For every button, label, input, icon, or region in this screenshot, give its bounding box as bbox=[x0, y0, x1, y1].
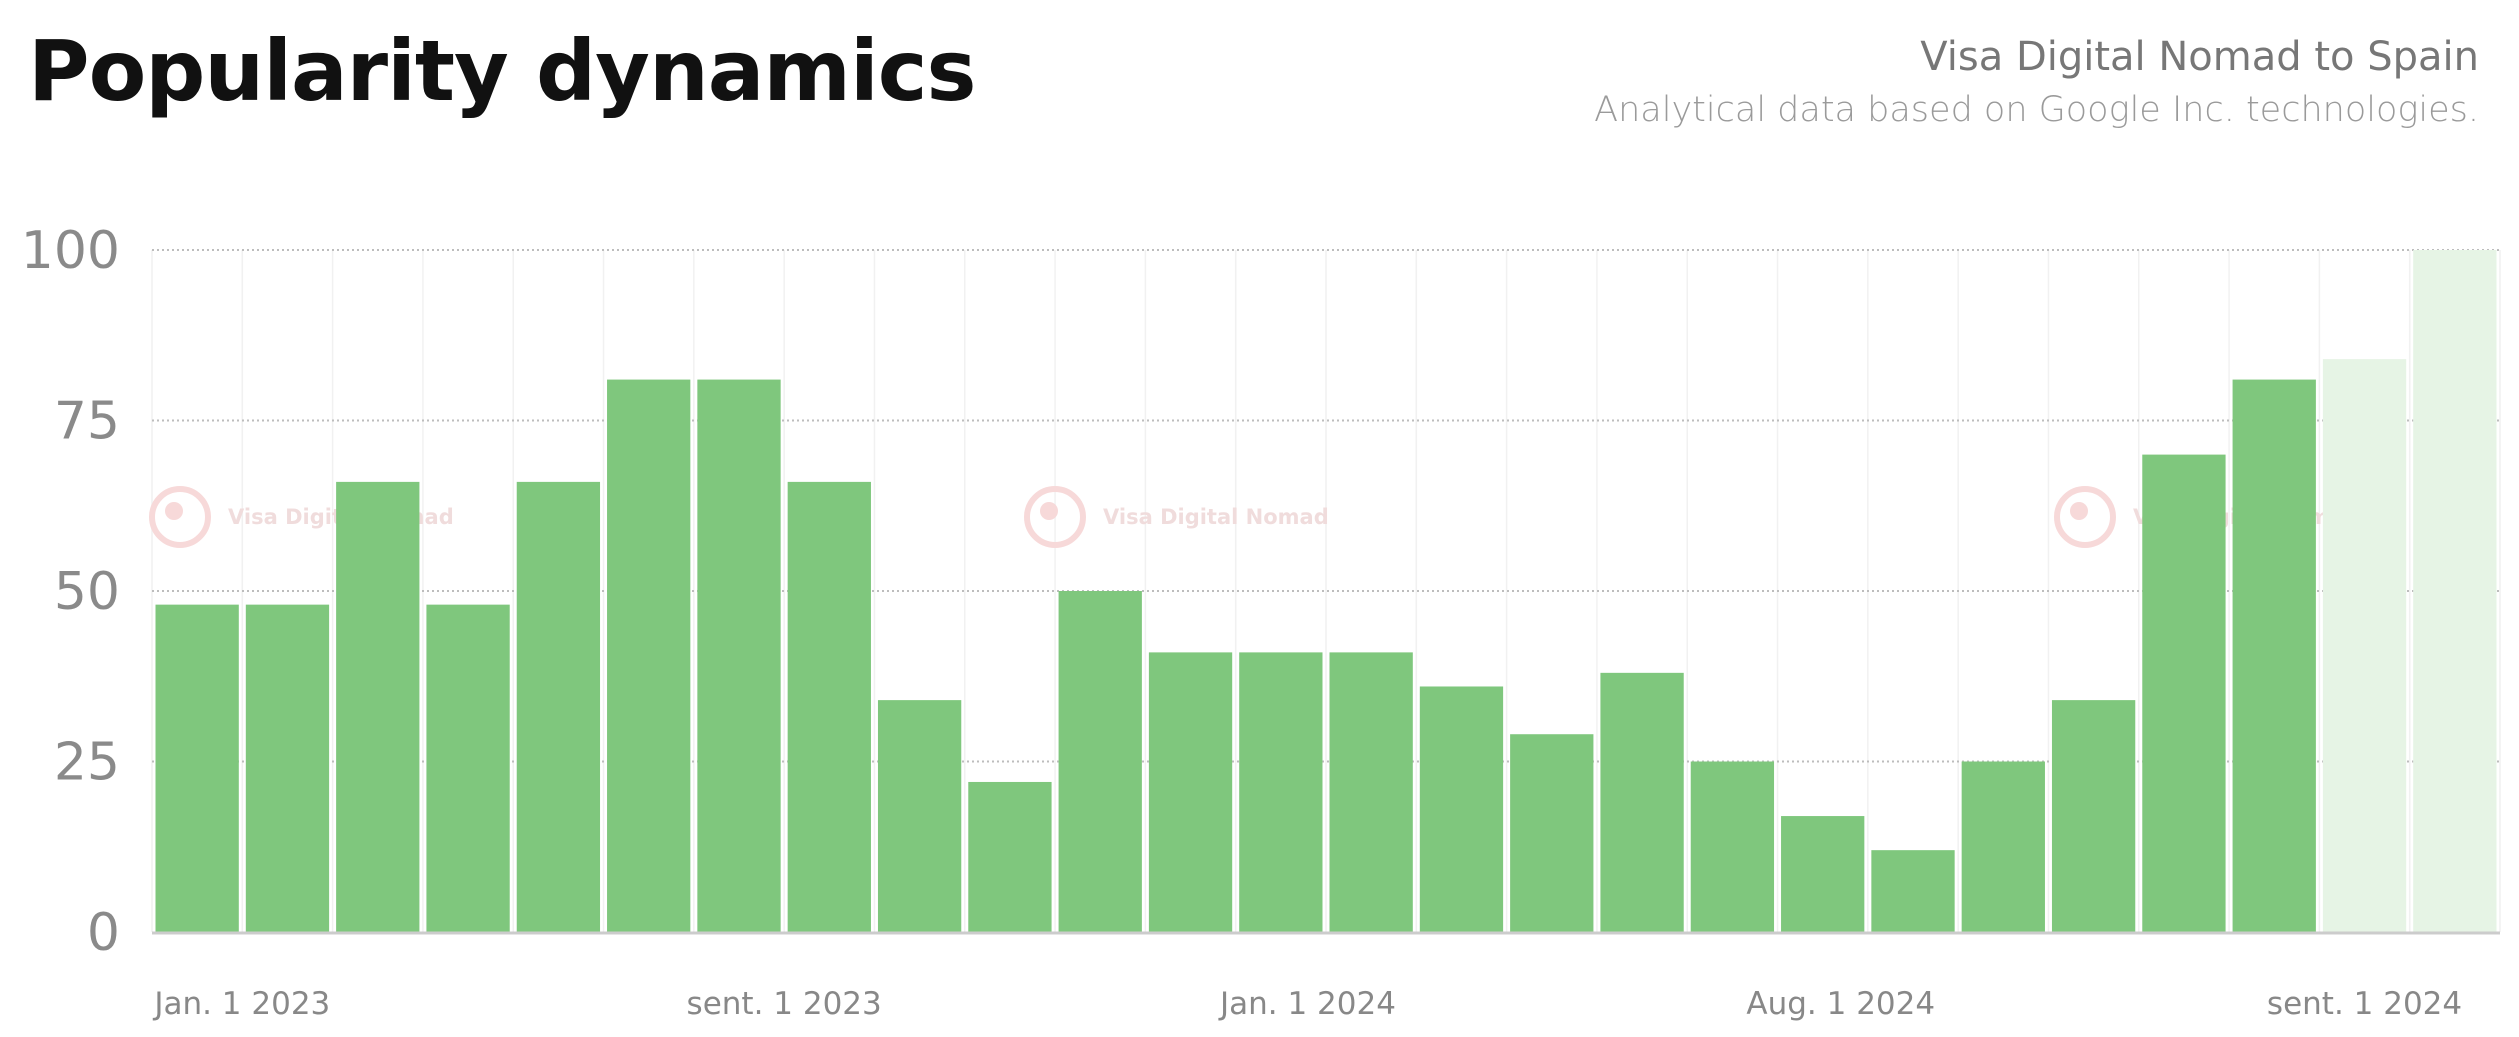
forecast-bar bbox=[2322, 359, 2407, 932]
x-tick-label: sent. 1 2024 bbox=[2267, 986, 2462, 1022]
x-tick-label: sent. 1 2023 bbox=[687, 986, 882, 1022]
bar bbox=[2142, 454, 2226, 932]
bar bbox=[336, 481, 420, 932]
forecast-bar bbox=[2413, 250, 2497, 932]
watermark-logo-dot bbox=[165, 502, 183, 520]
bar bbox=[155, 604, 239, 932]
y-tick-label: 50 bbox=[54, 562, 120, 622]
bar bbox=[1419, 686, 1504, 932]
y-tick-label: 75 bbox=[54, 392, 120, 452]
x-tick-label: Jan. 1 2024 bbox=[1218, 986, 1396, 1022]
bar bbox=[1239, 652, 1323, 932]
bar bbox=[2232, 379, 2316, 933]
x-tick-label: Jan. 1 2023 bbox=[152, 986, 330, 1022]
bar bbox=[1510, 734, 1594, 932]
watermark-logo-icon bbox=[2054, 486, 2116, 548]
y-tick-label: 25 bbox=[54, 733, 120, 793]
subtitle-block: Visa Digital Nomad to Spain Analytical d… bbox=[1594, 34, 2479, 130]
watermark-logo-dot bbox=[1040, 502, 1058, 520]
data-source-note: Analytical data based on Google Inc. tec… bbox=[1594, 90, 2479, 130]
watermarks: Visa Digital NomadVisa Digital NomadVisa… bbox=[149, 486, 2359, 548]
page-title: Popularity dynamics bbox=[28, 22, 977, 120]
bar bbox=[426, 604, 510, 932]
watermark-logo-icon bbox=[1024, 486, 1086, 548]
bar bbox=[1690, 761, 1775, 932]
bar bbox=[245, 604, 330, 932]
bar bbox=[607, 379, 691, 933]
bar bbox=[1600, 672, 1684, 932]
y-tick-label: 0 bbox=[87, 903, 120, 963]
x-tick-label: Aug. 1 2024 bbox=[1746, 986, 1935, 1022]
watermark-logo-dot bbox=[2070, 502, 2088, 520]
y-axis-ticks: 0 25 50 75 100 bbox=[21, 221, 120, 963]
bars bbox=[155, 250, 2497, 933]
y-tick-label: 100 bbox=[21, 221, 120, 281]
bar bbox=[787, 481, 871, 932]
bar bbox=[1058, 591, 1142, 932]
chart-subtitle: Visa Digital Nomad to Spain bbox=[1920, 34, 2479, 80]
bar bbox=[2051, 700, 2136, 932]
x-axis-ticks: Jan. 1 2023 sent. 1 2023 Jan. 1 2024 Aug. 1… bbox=[152, 986, 2462, 1022]
bar bbox=[697, 379, 781, 933]
bar bbox=[877, 700, 962, 932]
bar bbox=[1961, 761, 2045, 932]
bar bbox=[516, 481, 601, 932]
bar bbox=[1781, 816, 1865, 932]
bar bbox=[1148, 652, 1233, 932]
bar bbox=[1871, 850, 1955, 932]
watermark-logo-icon bbox=[149, 486, 211, 548]
watermark-logo: Visa Digital Nomad bbox=[1024, 486, 1329, 548]
watermark-label: Visa Digital Nomad bbox=[1103, 505, 1329, 529]
bar bbox=[1329, 652, 1413, 932]
bar bbox=[968, 781, 1052, 932]
